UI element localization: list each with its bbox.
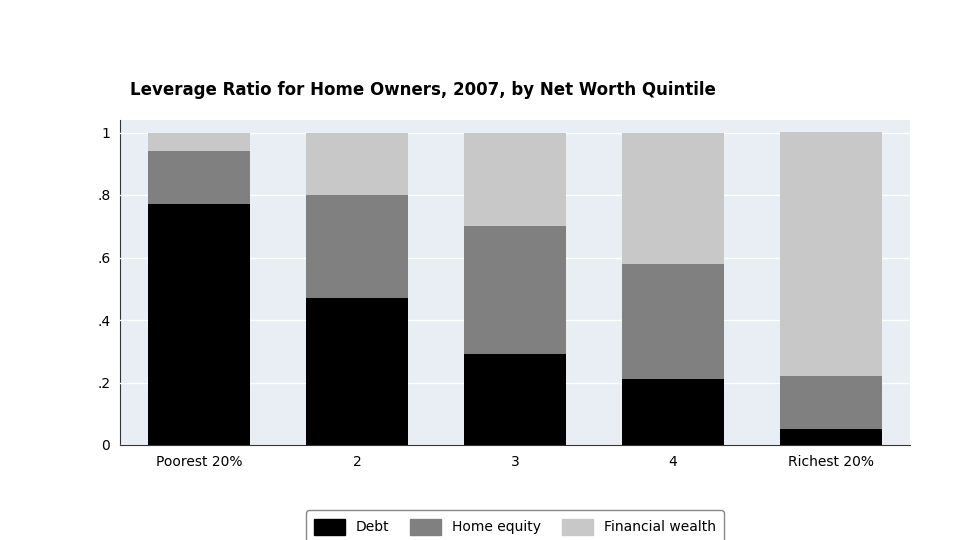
Legend: Debt, Home equity, Financial wealth: Debt, Home equity, Financial wealth xyxy=(306,510,724,540)
Bar xyxy=(305,195,408,298)
Bar xyxy=(464,132,566,226)
Bar xyxy=(305,132,408,195)
Bar xyxy=(464,226,566,354)
Bar xyxy=(622,264,725,380)
Bar xyxy=(148,132,251,151)
Text: LEVERAGE RATIO: LEVERAGE RATIO xyxy=(361,18,599,42)
Text: Leverage Ratio for Home Owners, 2007, by Net Worth Quintile: Leverage Ratio for Home Owners, 2007, by… xyxy=(130,81,715,99)
Bar xyxy=(305,298,408,445)
Bar xyxy=(148,204,251,445)
Bar xyxy=(780,132,882,376)
Bar xyxy=(622,380,725,445)
Bar xyxy=(148,151,251,204)
Bar xyxy=(780,376,882,429)
Bar xyxy=(464,354,566,445)
Bar xyxy=(622,132,725,264)
Bar xyxy=(780,429,882,445)
